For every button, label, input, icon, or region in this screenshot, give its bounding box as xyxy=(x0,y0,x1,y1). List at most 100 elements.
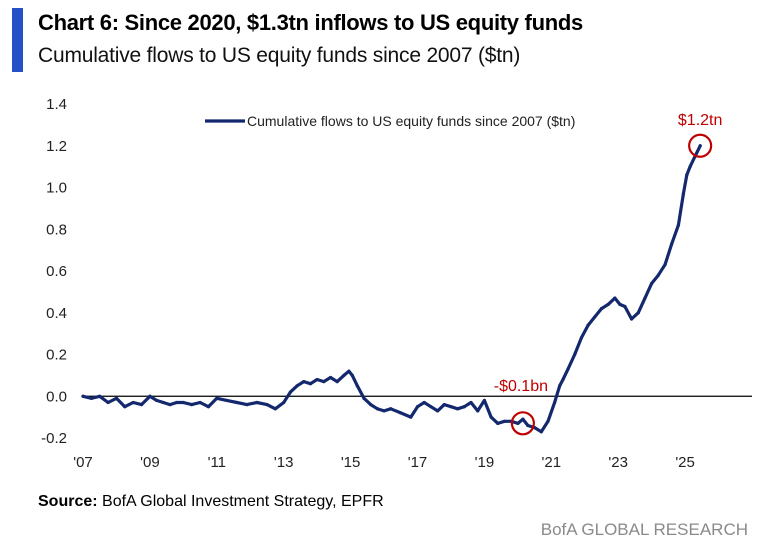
data-point xyxy=(335,380,339,384)
data-point xyxy=(382,409,386,413)
data-point xyxy=(516,421,520,425)
data-point xyxy=(161,400,165,405)
data-point xyxy=(489,415,493,419)
data-point xyxy=(422,400,426,405)
data-point xyxy=(623,304,627,309)
data-point xyxy=(462,405,466,409)
brand-footer: BofA GLOBAL RESEARCH xyxy=(540,520,748,539)
data-point xyxy=(81,394,85,398)
data-point xyxy=(415,405,420,409)
chart-subtitle: Cumulative flows to US equity funds sinc… xyxy=(38,44,521,67)
data-point xyxy=(148,394,152,398)
data-point xyxy=(154,398,159,403)
data-point xyxy=(469,400,473,405)
data-point xyxy=(613,296,617,300)
data-point xyxy=(688,165,692,169)
data-point xyxy=(539,430,543,434)
data-point xyxy=(295,384,299,388)
source-text: BofA Global Investment Strategy, EPFR xyxy=(102,493,384,510)
data-point xyxy=(328,375,333,380)
x-tick-label: '09 xyxy=(140,454,160,471)
data-point xyxy=(308,382,313,386)
data-point xyxy=(89,396,93,400)
data-point xyxy=(322,380,326,384)
legend-label: Cumulative flows to US equity funds sinc… xyxy=(247,113,575,129)
x-tick-label: '19 xyxy=(475,454,495,471)
y-tick-label: 1.2 xyxy=(46,138,67,155)
data-point xyxy=(618,302,622,306)
data-point xyxy=(369,403,373,407)
data-point xyxy=(375,407,379,411)
x-tick-label: '15 xyxy=(341,454,361,471)
y-tick-label: 1.0 xyxy=(46,180,67,197)
data-point xyxy=(98,394,102,398)
data-point xyxy=(670,242,674,246)
data-point xyxy=(526,423,530,428)
data-point xyxy=(698,144,702,148)
x-tick-label: '11 xyxy=(208,454,226,471)
data-point xyxy=(435,409,440,413)
data-point xyxy=(225,398,229,403)
data-point xyxy=(215,396,219,400)
x-tick-label: '13 xyxy=(274,454,294,471)
accent-bar xyxy=(12,8,23,72)
data-point xyxy=(593,315,597,319)
data-point xyxy=(245,403,249,407)
data-point xyxy=(347,369,351,373)
data-point xyxy=(573,352,577,357)
data-point xyxy=(599,306,604,311)
x-tick-label: '23 xyxy=(608,454,628,471)
data-point xyxy=(206,405,211,409)
data-point xyxy=(168,403,172,407)
data-point xyxy=(579,336,584,340)
data-point xyxy=(546,419,550,423)
data-point xyxy=(399,411,403,415)
source-note: Source: BofA Global Investment Strategy,… xyxy=(38,493,384,511)
data-point xyxy=(255,400,259,405)
data-point xyxy=(442,403,446,407)
x-tick-label: '25 xyxy=(675,454,695,471)
data-point xyxy=(561,377,565,382)
data-point xyxy=(389,407,393,411)
data-point xyxy=(235,400,239,405)
data-point xyxy=(302,380,306,384)
data-point xyxy=(681,192,686,196)
data-point xyxy=(409,415,413,419)
data-point xyxy=(198,400,202,405)
data-point xyxy=(350,373,354,377)
x-tick-label: '21 xyxy=(542,454,562,471)
data-point xyxy=(449,405,453,409)
data-point xyxy=(114,396,119,400)
data-point xyxy=(106,400,110,405)
data-point xyxy=(282,400,286,405)
data-point xyxy=(131,400,135,405)
data-point xyxy=(123,405,127,409)
annotation-label-high: $1.2tn xyxy=(678,112,722,129)
data-point xyxy=(342,373,346,377)
data-point xyxy=(636,311,640,315)
annotation-label-low: -$0.1bn xyxy=(494,378,548,395)
data-point xyxy=(288,390,292,394)
data-point xyxy=(521,417,525,421)
data-point xyxy=(558,384,562,388)
data-point xyxy=(482,398,486,403)
data-point xyxy=(476,409,480,413)
data-point xyxy=(175,400,179,405)
y-tick-label: -0.2 xyxy=(41,430,67,447)
annotation-circle-low xyxy=(510,411,535,436)
data-point xyxy=(502,419,507,423)
data-point xyxy=(496,421,500,425)
data-point xyxy=(663,263,667,267)
y-tick-label: 0.8 xyxy=(46,221,67,238)
data-point xyxy=(355,384,359,388)
y-tick-label: 0.2 xyxy=(46,347,67,364)
data-point xyxy=(586,323,590,327)
x-tick-label: '07 xyxy=(73,454,93,471)
x-tick-label: '17 xyxy=(408,454,428,471)
data-point xyxy=(429,405,433,409)
annotation-circle-high xyxy=(688,133,713,158)
y-tick-label: 0.0 xyxy=(46,388,67,405)
data-point xyxy=(315,377,319,382)
y-tick-label: 1.4 xyxy=(46,96,67,113)
